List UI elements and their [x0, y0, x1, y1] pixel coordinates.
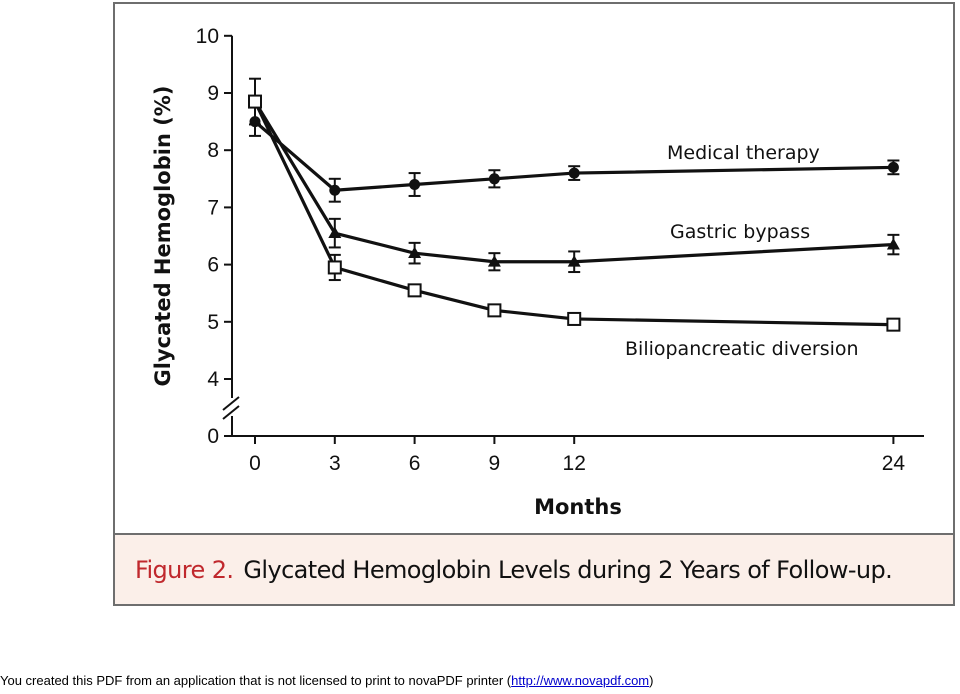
series-layer: [248, 77, 901, 332]
notice-text: You created this PDF from an application…: [0, 673, 512, 688]
y-tick-label: 7: [207, 196, 219, 219]
series-line-gastric-bypass: [253, 100, 894, 264]
x-axis-title: Months: [534, 495, 622, 519]
x-tick-label: 12: [563, 452, 586, 475]
marker-gastric-bypass: [567, 255, 581, 267]
series-label-gastric-bypass: Gastric bypass: [670, 221, 810, 243]
marker-gastric-bypass: [408, 246, 422, 259]
series-line-biliopancreatic-diversion: [253, 100, 894, 327]
novapdf-link[interactable]: http://www.novapdf.com: [511, 673, 650, 688]
caption-number: Figure 2.: [135, 555, 234, 584]
series-label-biliopancreatic-diversion: Biliopancreatic diversion: [625, 338, 859, 360]
y-tick-label: 4: [207, 368, 219, 391]
marker-gastric-bypass: [886, 238, 900, 250]
x-tick-label: 9: [489, 452, 501, 475]
marker-gastric-bypass: [487, 255, 501, 267]
y-tick-label: 0: [207, 425, 219, 448]
marker-medical-therapy: [488, 173, 500, 185]
y-tick-label: 10: [196, 25, 219, 48]
marker-biliopancreatic-diversion: [567, 311, 582, 326]
y-axis-title: Glycated Hemoglobin (%): [151, 86, 175, 387]
marker-biliopancreatic-diversion: [407, 283, 422, 298]
x-tick-label: 0: [249, 452, 261, 475]
x-tick-label: 6: [409, 452, 421, 475]
caption-title: Glycated Hemoglobin Levels during 2 Year…: [243, 555, 893, 584]
marker-biliopancreatic-diversion: [886, 317, 901, 332]
y-tick-label: 9: [207, 82, 219, 105]
x-tick-label: 24: [882, 452, 906, 475]
figure-caption: Figure 2. Glycated Hemoglobin Levels dur…: [115, 533, 953, 604]
marker-medical-therapy: [329, 184, 341, 196]
y-tick-label: 5: [207, 311, 219, 334]
notice-end: ): [649, 673, 654, 688]
series-label-medical-therapy: Medical therapy: [667, 142, 820, 164]
marker-gastric-bypass: [328, 226, 342, 239]
marker-medical-therapy: [887, 161, 899, 173]
labels-layer: Glycated Hemoglobin (%) Months Medical t…: [151, 86, 859, 519]
marker-medical-therapy: [568, 167, 580, 179]
axes: 4 5 6 7 8 9 10 0 0 3 6 9 12 24: [196, 25, 924, 475]
marker-biliopancreatic-diversion: [248, 94, 262, 109]
marker-medical-therapy: [409, 179, 421, 191]
y-tick-label: 8: [207, 139, 219, 162]
marker-biliopancreatic-diversion: [327, 260, 342, 275]
axis-break-mark: [222, 405, 240, 420]
series-line-medical-therapy: [253, 120, 894, 192]
marker-biliopancreatic-diversion: [487, 303, 502, 318]
y-tick-label: 6: [207, 254, 219, 277]
axis-break-mark: [222, 396, 240, 411]
x-tick-label: 3: [329, 452, 341, 475]
pdf-license-notice: You created this PDF from an application…: [0, 673, 960, 694]
